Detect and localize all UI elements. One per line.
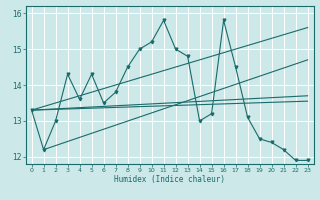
X-axis label: Humidex (Indice chaleur): Humidex (Indice chaleur) bbox=[114, 175, 225, 184]
